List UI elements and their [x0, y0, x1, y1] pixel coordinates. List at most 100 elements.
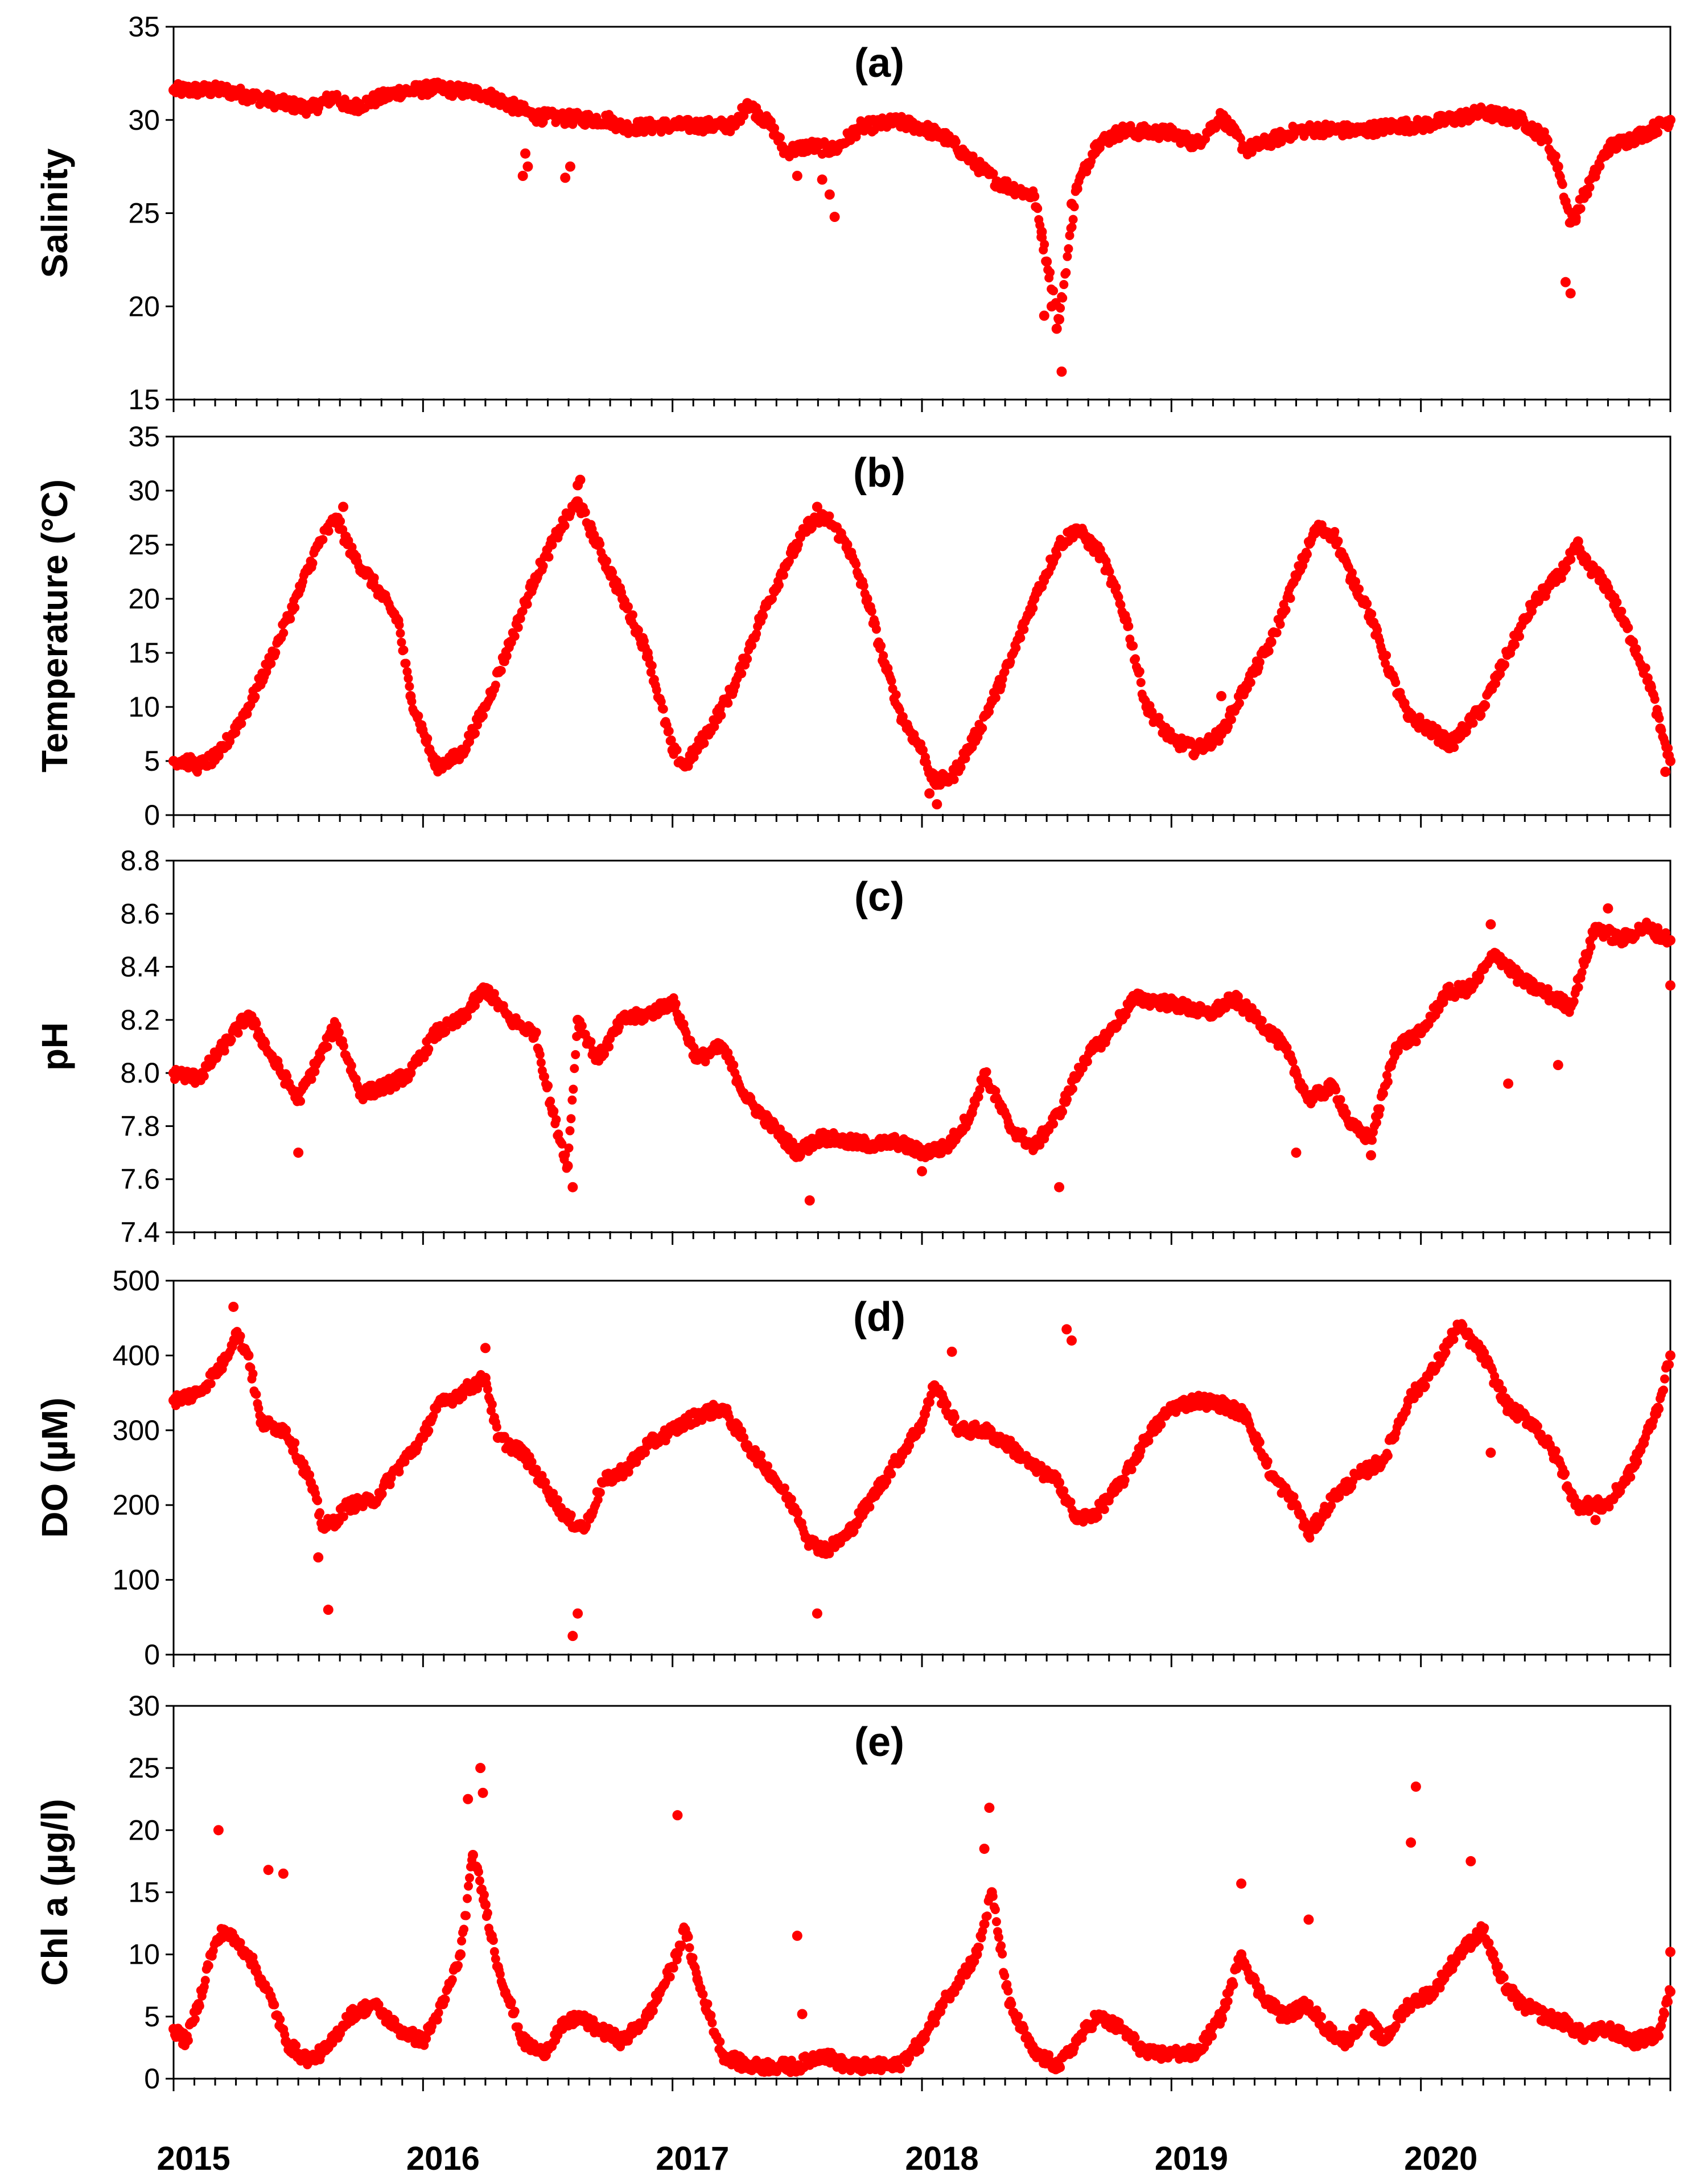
data-point — [392, 613, 402, 623]
data-point — [879, 651, 888, 660]
outlier-point — [567, 1182, 578, 1192]
data-point — [975, 1085, 985, 1095]
data-point — [1129, 641, 1138, 651]
series-markers — [168, 903, 1675, 1206]
data-point — [279, 628, 289, 637]
data-point — [689, 1043, 699, 1052]
data-point — [1617, 606, 1627, 616]
data-point — [199, 1071, 209, 1081]
data-point — [628, 610, 637, 620]
data-point — [1068, 1084, 1077, 1093]
data-point — [1500, 660, 1510, 669]
data-point — [402, 667, 412, 676]
data-point — [1381, 659, 1390, 668]
data-point — [586, 1037, 596, 1047]
data-point — [313, 1496, 323, 1506]
data-point — [397, 637, 406, 647]
data-point — [1124, 622, 1134, 631]
data-point — [1569, 997, 1579, 1006]
data-point — [978, 723, 987, 733]
data-point — [323, 1042, 332, 1052]
outlier-point — [924, 788, 935, 799]
data-point — [250, 692, 260, 702]
data-point — [1096, 545, 1105, 554]
data-point — [1264, 646, 1274, 656]
data-point — [1053, 314, 1063, 323]
panel-label: (d) — [853, 1294, 905, 1340]
outlier-point — [804, 1195, 815, 1206]
data-point — [577, 1021, 587, 1031]
data-point — [602, 556, 612, 566]
data-point — [518, 606, 528, 616]
data-point — [1003, 1117, 1013, 1126]
data-point — [1664, 743, 1673, 753]
data-point — [565, 1126, 575, 1136]
y-tick-label: 25 — [128, 198, 160, 229]
data-point — [1411, 1037, 1421, 1047]
y-tick-label: 7.6 — [120, 1163, 160, 1195]
data-point — [1272, 628, 1282, 637]
data-point — [1336, 1095, 1345, 1104]
data-point — [743, 654, 752, 664]
data-point — [1065, 231, 1074, 240]
data-point — [544, 1081, 553, 1091]
data-point — [1661, 928, 1671, 937]
y-tick-label: 20 — [128, 290, 160, 322]
data-point — [1665, 120, 1674, 130]
data-point — [1354, 584, 1364, 594]
data-point — [510, 631, 520, 641]
data-point — [248, 1369, 258, 1379]
panel-label: (b) — [853, 450, 905, 496]
data-point — [1527, 607, 1537, 616]
data-point — [1019, 624, 1029, 634]
data-point — [233, 1029, 243, 1038]
data-point — [710, 722, 719, 731]
data-point — [784, 556, 794, 566]
data-point — [538, 561, 548, 571]
data-point — [407, 697, 417, 706]
data-point — [532, 1027, 541, 1037]
y-tick-label: 7.8 — [120, 1110, 160, 1142]
data-point — [564, 1143, 574, 1153]
data-point — [860, 589, 870, 598]
data-point — [1450, 743, 1459, 752]
data-point — [825, 511, 834, 521]
y-tick-label: 25 — [128, 529, 160, 561]
data-point — [689, 752, 699, 762]
y-tick-label: 400 — [113, 1339, 160, 1371]
data-point — [851, 560, 861, 569]
data-point — [513, 623, 523, 632]
y-tick-label: 8.4 — [120, 951, 160, 983]
data-point — [562, 1163, 571, 1173]
data-point — [1068, 215, 1078, 224]
data-point — [1061, 268, 1071, 278]
data-point — [336, 516, 345, 526]
data-point — [405, 681, 414, 691]
data-point — [310, 1067, 320, 1076]
data-point — [271, 648, 281, 657]
data-point — [1049, 1119, 1059, 1129]
data-point — [570, 1064, 579, 1074]
data-point — [652, 685, 661, 695]
data-point — [401, 659, 411, 668]
data-point — [1082, 1057, 1092, 1067]
data-point — [1286, 594, 1295, 603]
data-point — [1595, 162, 1605, 171]
data-point — [1653, 127, 1663, 137]
data-point — [347, 542, 357, 552]
data-point — [779, 570, 788, 580]
data-point — [396, 628, 405, 638]
data-point — [549, 1107, 559, 1116]
data-point — [242, 709, 252, 719]
data-point — [1481, 701, 1491, 710]
data-point — [1049, 286, 1059, 295]
outlier-point — [1366, 1150, 1376, 1161]
data-point — [1281, 605, 1291, 615]
data-point — [867, 607, 876, 616]
data-point — [369, 573, 379, 583]
data-point — [640, 643, 650, 652]
outlier-point — [575, 475, 586, 485]
